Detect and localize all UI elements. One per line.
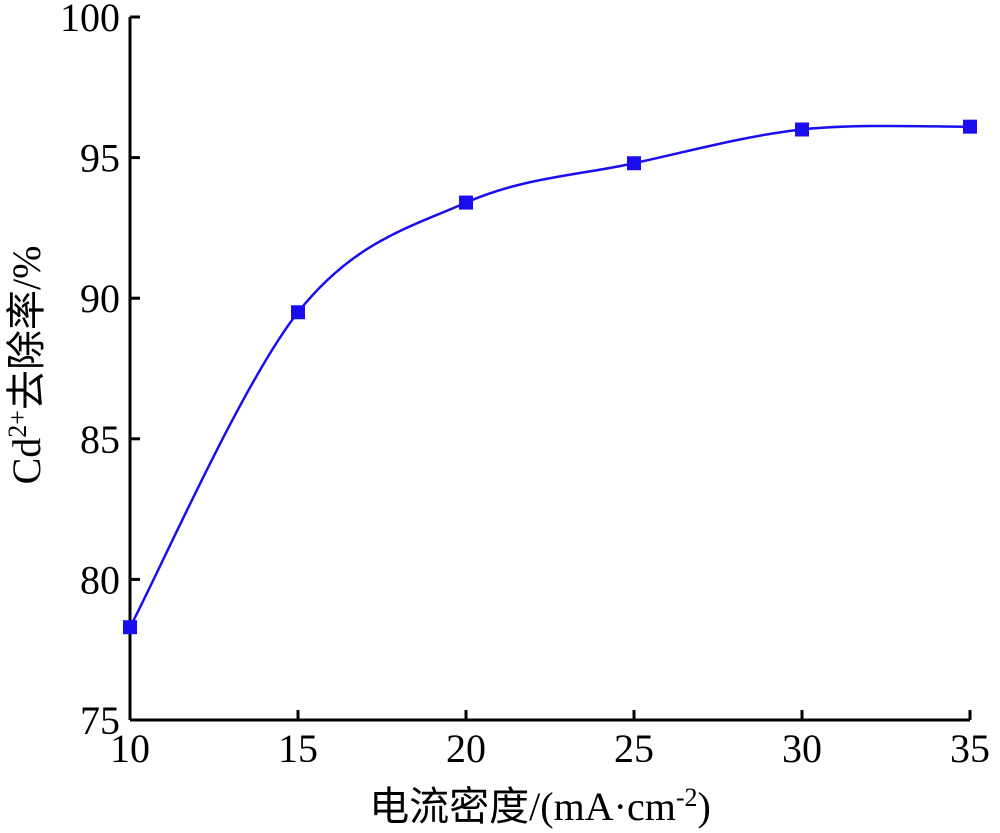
data-point-marker <box>123 620 137 635</box>
x-tick-label: 10 <box>110 726 150 771</box>
data-point-marker <box>627 156 641 171</box>
y-tick-label: 85 <box>80 417 120 462</box>
data-point-marker <box>291 305 305 320</box>
y-tick-label: 100 <box>60 0 120 40</box>
x-tick-label: 25 <box>614 726 654 771</box>
y-tick-label: 75 <box>80 698 120 743</box>
series-line <box>128 124 971 628</box>
data-point-marker <box>963 119 977 134</box>
x-tick-label: 35 <box>950 726 990 771</box>
series-layer <box>123 119 977 635</box>
y-tick-label: 80 <box>80 557 120 602</box>
axes <box>128 17 970 722</box>
x-tick-label: 20 <box>446 726 486 771</box>
ticks: 10 15 20 25 30 35 75 80 85 90 95 100 <box>60 0 990 771</box>
y-axis-title: Cd2+去除率/% <box>3 246 49 485</box>
x-axis-title: 电流密度/(mA·cm-2) <box>369 783 711 829</box>
data-point-marker <box>459 195 473 210</box>
y-tick-label: 90 <box>80 276 120 321</box>
y-tick-label: 95 <box>80 136 120 181</box>
x-tick-label: 15 <box>278 726 318 771</box>
x-tick-label: 30 <box>782 726 822 771</box>
data-point-marker <box>795 122 809 137</box>
